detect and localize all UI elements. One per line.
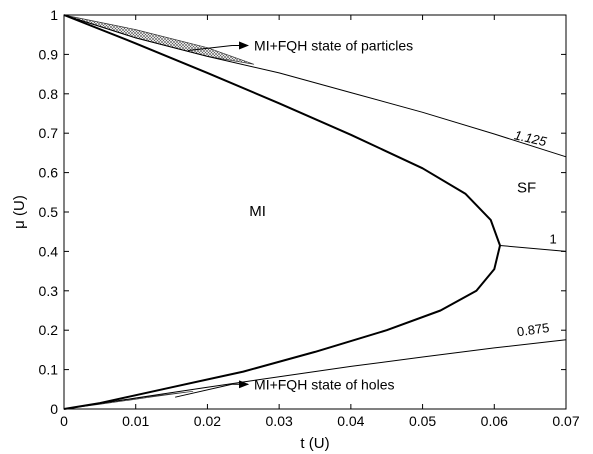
y-tick-label: 0 (50, 401, 58, 417)
y-axis-label: μ (U) (11, 195, 28, 229)
chart-labels: MI SF 1 1.125 0.875 MI+FQH state of particles… (175, 37, 557, 398)
x-tick-label: 0.02 (194, 413, 221, 429)
y-tick-label: 0.7 (39, 125, 59, 141)
y-tick-label: 0.3 (39, 283, 59, 299)
series-tail-1 (499, 245, 567, 252)
annotation-text: MI+FQH state of holes (254, 376, 394, 392)
curve-label: 1 (549, 232, 556, 247)
y-tick-label: 0.2 (39, 322, 59, 338)
plot-frame (63, 14, 567, 410)
hatched-regions (63, 14, 255, 410)
annotation-arrow-shaft (188, 44, 233, 51)
curve-label: 1.125 (513, 127, 549, 149)
x-tick-label: 0.03 (266, 413, 293, 429)
curve-label: 0.875 (516, 320, 550, 339)
y-tick-label: 0.8 (39, 86, 59, 102)
series-lines (63, 14, 567, 410)
x-tick-label: 0.05 (409, 413, 436, 429)
hatched-region-particles (63, 14, 255, 65)
x-tick-label: 0.07 (552, 413, 579, 429)
x-tick-label: 0 (60, 413, 68, 429)
y-tick-label: 0.4 (39, 243, 59, 259)
series-line-0.875 (63, 339, 567, 410)
axis-ticks: 0 0.01 0.02 0.03 0.04 0.05 0.06 0.07 0 0.1 0.2 0.3 0… (39, 7, 580, 429)
x-tick-label: 0.06 (481, 413, 508, 429)
region-label-sf: SF (517, 179, 536, 196)
y-tick-label: 0.5 (39, 204, 59, 220)
y-tick-label: 0.6 (39, 165, 59, 181)
x-axis-label: t (U) (300, 435, 329, 452)
x-tick-label: 0.01 (122, 413, 149, 429)
region-label-mi: MI (249, 203, 266, 220)
x-tick-label: 0.04 (337, 413, 364, 429)
y-tick-label: 1 (50, 7, 58, 23)
y-tick-label: 0.1 (39, 362, 59, 378)
y-tick-label: 0.9 (39, 46, 59, 62)
series-line-1.125 (63, 14, 567, 158)
annotation-arrow-shaft (175, 383, 233, 398)
annotation-text: MI+FQH state of particles (254, 37, 413, 53)
series-line-1 (63, 14, 501, 410)
